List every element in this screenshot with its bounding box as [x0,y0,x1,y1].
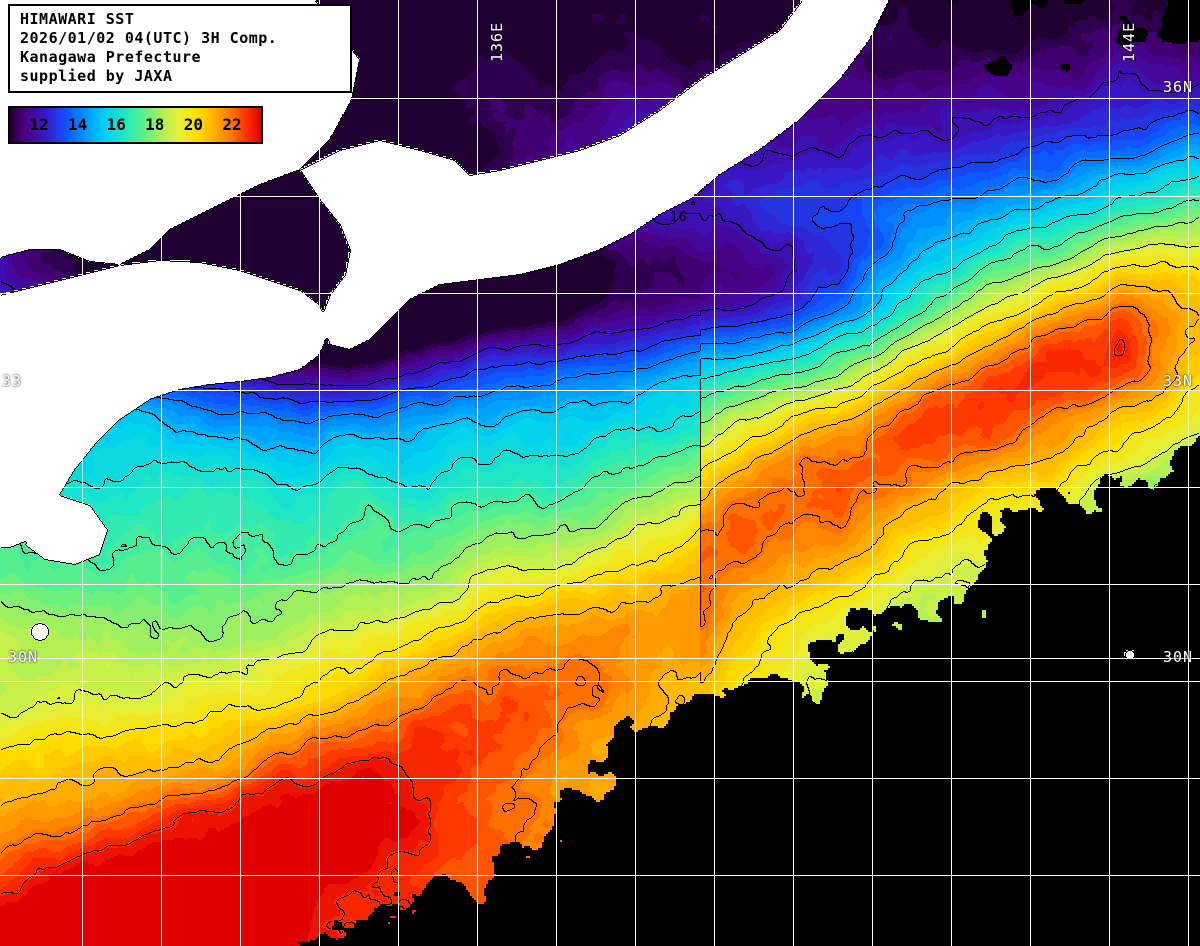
gridline-parallel [0,487,1200,488]
gridline-meridian [398,0,399,946]
gridline-parallel [0,778,1200,779]
title-line-product: HIMAWARI SST [20,10,135,28]
sst-colorbar: 12 14 16 18 20 22 [8,106,263,144]
latitude-label-36n: 36N [1163,78,1194,96]
gridline-meridian [635,0,636,946]
gridline-meridian [793,0,794,946]
latitude-label-33: 33 [2,372,23,390]
colorbar-tick-12: 12 [29,115,49,134]
gridline-parallel [0,293,1200,294]
colorbar-gradient [10,108,261,142]
gridline-meridian [951,0,952,946]
colorbar-tick-20: 20 [183,115,204,134]
gridline-meridian [240,0,241,946]
gridline-parallel [0,875,1200,876]
gridline-parallel [0,196,1200,197]
gridline-meridian [82,0,83,946]
title-line-datetime: 2026/01/02 04(UTC) 3H Comp. [20,29,278,47]
gridline-meridian [1188,0,1189,946]
title-line-org: Kanagawa Prefecture [20,48,202,66]
latitude-label-30n: 30N [1163,648,1194,666]
colorbar-tick-18: 18 [145,115,165,134]
colorbar-tick-22: 22 [222,115,242,134]
colorbar-tick-16: 16 [106,115,126,134]
gridline-meridian [1030,0,1031,946]
gridline-meridian [714,0,715,946]
gridline-meridian [477,0,478,946]
gridline-parallel [0,681,1200,682]
latitude-label-33n: 33N [1163,372,1194,390]
title-box: HIMAWARI SST 2026/01/02 04(UTC) 3H Comp.… [8,4,352,93]
gridline-meridian [872,0,873,946]
gridline-parallel [0,584,1200,585]
title-line-credit: supplied by JAXA [20,67,173,85]
gridline-parallel [0,98,1200,99]
colorbar-tick-14: 14 [67,115,88,134]
gridline-meridian [1109,0,1110,946]
longitude-label-144e: 144E [1120,21,1138,62]
gridline-meridian [556,0,557,946]
contour-label-16: 16 [670,210,688,225]
colorbar-tick-labels: 12 14 16 18 20 22 [10,108,261,142]
longitude-label-136e: 136E [488,21,506,62]
gridline-parallel [0,658,1200,659]
gridline-meridian [319,0,320,946]
gridline-meridian [161,0,162,946]
latitude-label-30n: 30N [8,648,39,666]
gridline-parallel [0,390,1200,391]
